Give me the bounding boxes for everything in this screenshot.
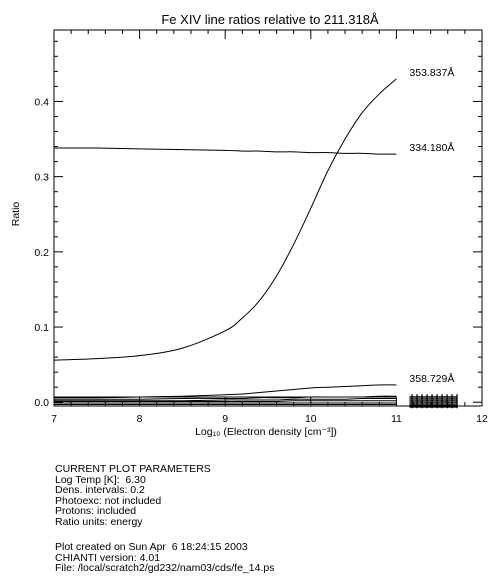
- parameter-protons: Protons: included: [55, 505, 137, 517]
- series-line-6: [54, 397, 397, 402]
- y-axis-label: Ratio: [10, 202, 22, 227]
- plot-axes: [53, 29, 483, 407]
- plot-footer: Plot created on Sun Apr 6 18:24:15 2003 …: [55, 542, 274, 574]
- y-tick-label: 0.4: [34, 96, 49, 108]
- y-tick-label: 0.2: [34, 247, 49, 259]
- parameter-photoexc: Photoexc: not included: [55, 494, 162, 507]
- cluster-mark: [409, 402, 458, 404]
- x-tick-label: 10: [305, 413, 317, 425]
- x-tick-label: 8: [137, 413, 143, 425]
- cluster-glyph: [436, 394, 438, 409]
- x-tick-label: 7: [51, 413, 57, 425]
- cluster-glyph: [411, 394, 413, 409]
- cluster-glyph: [431, 394, 433, 409]
- x-tick-label: 12: [476, 413, 488, 425]
- x-tick-label: 11: [391, 413, 402, 425]
- cluster-glyph: [441, 394, 443, 409]
- axis-ticks: 7 8 9 10 11 12 0.0 0.1 0.2 0.3 0.4: [34, 30, 488, 425]
- parameter-dens-intervals: Dens. intervals: 0.2: [55, 484, 145, 496]
- cluster-glyph: [456, 394, 458, 409]
- series-line-7: [54, 400, 397, 403]
- cluster-glyph: [451, 394, 453, 409]
- footer-file: File: /local/scratch2/gd232/nam03/cds/fe…: [55, 562, 275, 574]
- cluster-glyph: [426, 394, 428, 409]
- plot-frame: [53, 29, 483, 407]
- plot-parameters: CURRENT PLOT PARAMETERS Log Temp [K]: 6.…: [55, 464, 211, 527]
- series-line-2: [53, 147, 397, 155]
- y-tick-label: 0.0: [34, 397, 49, 409]
- y-tick-label: 0.3: [34, 172, 49, 184]
- cluster-mark: [409, 396, 458, 398]
- footer-created: Plot created on Sun Apr 6 18:24:15 2003: [55, 541, 248, 553]
- series-layer: 353.837Å 334.180Å 358.729Å: [53, 66, 458, 409]
- overlapping-labels-cluster: [409, 394, 458, 409]
- y-tick-label: 0.1: [34, 322, 49, 334]
- cluster-mark: [409, 406, 458, 408]
- series-line-1: [53, 78, 397, 361]
- footer-chianti-version: CHIANTI version: 4.01: [55, 551, 161, 564]
- x-tick-label: 9: [222, 413, 228, 425]
- parameter-ratio-units: Ratio units: energy: [55, 515, 143, 528]
- series-line-3: [53, 384, 397, 399]
- series-label-2: 334.180Å: [409, 141, 454, 154]
- series-label-1: 353.837Å: [409, 66, 454, 79]
- chart-title: Fe XIV line ratios relative to 211.318Å: [161, 12, 379, 27]
- cluster-mark: [409, 404, 458, 406]
- cluster-mark: [409, 400, 458, 402]
- cluster-glyph: [416, 394, 418, 409]
- series-line-5: [54, 395, 397, 400]
- cluster-mark: [409, 398, 458, 400]
- parameters-heading: CURRENT PLOT PARAMETERS: [55, 463, 211, 475]
- parameter-log-temp: Log Temp [K]: 6.30: [55, 473, 146, 486]
- x-axis-label: Log₁₀ (Electron density [cm⁻³]): [195, 426, 337, 438]
- line-ratio-chart: Fe XIV line ratios relative to 211.318Å …: [10, 12, 488, 438]
- cluster-glyph: [446, 394, 448, 409]
- cluster-glyph: [421, 394, 423, 409]
- series-label-3: 358.729Å: [409, 372, 454, 385]
